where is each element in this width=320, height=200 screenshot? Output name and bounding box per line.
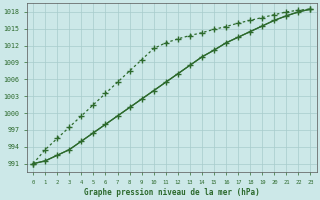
X-axis label: Graphe pression niveau de la mer (hPa): Graphe pression niveau de la mer (hPa)	[84, 188, 260, 197]
